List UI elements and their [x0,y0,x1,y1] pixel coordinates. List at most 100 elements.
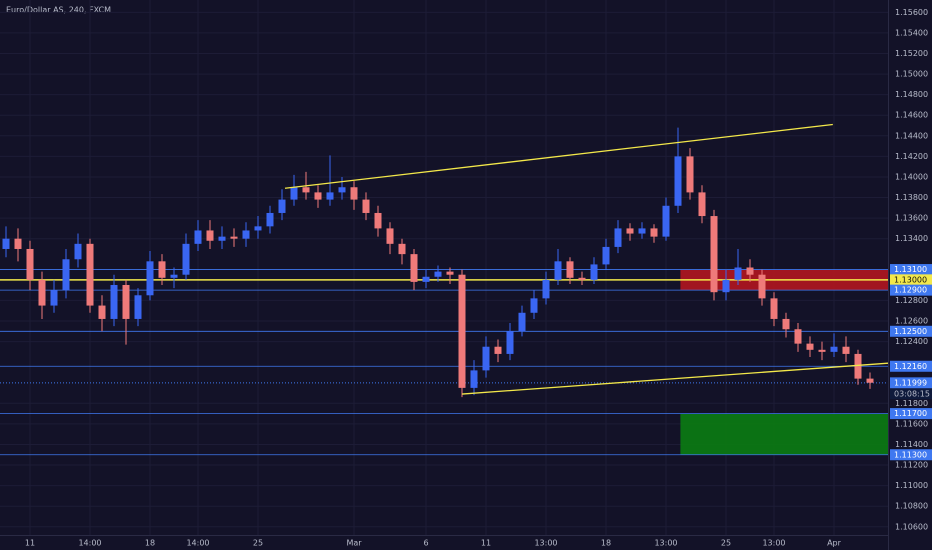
candle-body [770,298,778,319]
candle-body [110,284,118,319]
y-tick-label: 1.12600 [895,317,928,326]
chart-title: Euro/Dollar AS, 240, FXCM [6,6,111,15]
y-tick-label: 1.14200 [895,152,928,161]
x-tick-label: 14:00 [78,539,101,548]
candle-body [626,228,634,234]
candle-body [278,199,286,213]
candle-body [794,329,802,344]
candle-body [434,271,442,277]
candle-body [146,261,154,296]
candle-body [614,228,622,247]
current-price-label: 1.11999 [894,378,927,387]
candle-body [494,346,502,354]
y-tick-label: 1.11000 [895,481,928,490]
trendline [284,123,833,189]
y-tick-label: 1.13800 [895,193,928,202]
candle-body [350,187,358,200]
level-box [890,408,932,420]
level-label: 1.12500 [894,327,927,336]
level-box [890,325,932,337]
candle-body [50,290,58,306]
level-box [890,264,932,276]
candle-body [554,261,562,280]
x-tick-label: 6 [423,539,428,548]
level-label: 1.11700 [894,409,927,418]
candle-body [854,353,862,379]
level-label: 1.13100 [894,265,927,274]
countdown-box [890,388,932,400]
candle-body [206,230,214,241]
x-tick-label: 13:00 [654,539,677,548]
y-tick-label: 1.10600 [895,522,928,531]
candle-body [866,378,874,383]
candle-body [782,318,790,330]
candle-body [662,205,670,237]
y-tick-label: 1.13400 [895,234,928,243]
candle-body [230,236,238,239]
candle-body [242,230,250,239]
y-tick-label: 1.11400 [895,440,928,449]
candle-body [410,254,418,282]
candle-body [602,246,610,265]
candle-body [518,312,526,332]
candle-body [302,187,310,193]
candle-body [362,199,370,213]
x-tick-label: 13:00 [762,539,785,548]
candle-body [638,228,646,234]
current-price-box [890,377,932,389]
candle-body [458,274,466,388]
candle-body [578,277,586,280]
candle-body [26,248,34,280]
candle-body [506,331,514,354]
candle-body [590,264,598,280]
y-tick-label: 1.14800 [895,90,928,99]
candle-body [806,343,814,350]
y-tick-label: 1.15600 [895,8,928,17]
candle-body [14,238,22,249]
level-label: 1.13000 [894,275,927,284]
level-box [890,449,932,461]
x-tick-label: 14:00 [186,539,209,548]
candle-body [842,346,850,354]
candle-body [650,228,658,237]
candle-body [830,346,838,352]
x-tick-label: 11 [25,539,35,548]
x-tick-label: 18 [601,539,611,548]
candle-body [746,267,754,275]
candle-body [134,295,142,319]
candle-body [182,243,190,275]
x-tick-label: 13:00 [534,539,557,548]
level-label: 1.11300 [894,450,927,459]
y-tick-label: 1.11200 [895,461,928,470]
candle-body [326,192,334,200]
candle-body [398,243,406,255]
candle-body [374,212,382,229]
candle-body [122,284,130,319]
x-tick-label: 25 [253,539,263,548]
candle-body [386,228,394,244]
x-tick-label: Apr [827,539,842,548]
y-tick-label: 1.11600 [895,419,928,428]
y-tick-label: 1.14000 [895,172,928,181]
candle-body [170,274,178,278]
level-box [890,274,932,286]
candle-body [98,305,106,319]
candle-body [314,192,322,200]
candle-body [62,259,70,291]
candle-body [254,226,262,231]
candle-body [734,267,742,280]
candle-body [158,261,166,278]
y-tick-label: 1.14600 [895,111,928,120]
candle-body [698,192,706,217]
x-tick-label: 25 [721,539,731,548]
candle-body [530,298,538,313]
candle-body [818,349,826,352]
candle-body [194,230,202,244]
candle-body [2,238,10,249]
candle-body [266,212,274,227]
y-tick-label: 1.11800 [895,399,928,408]
level-label: 1.12900 [894,286,927,295]
y-tick-label: 1.12400 [895,337,928,346]
candle-body [422,276,430,282]
candle-body [446,271,454,275]
